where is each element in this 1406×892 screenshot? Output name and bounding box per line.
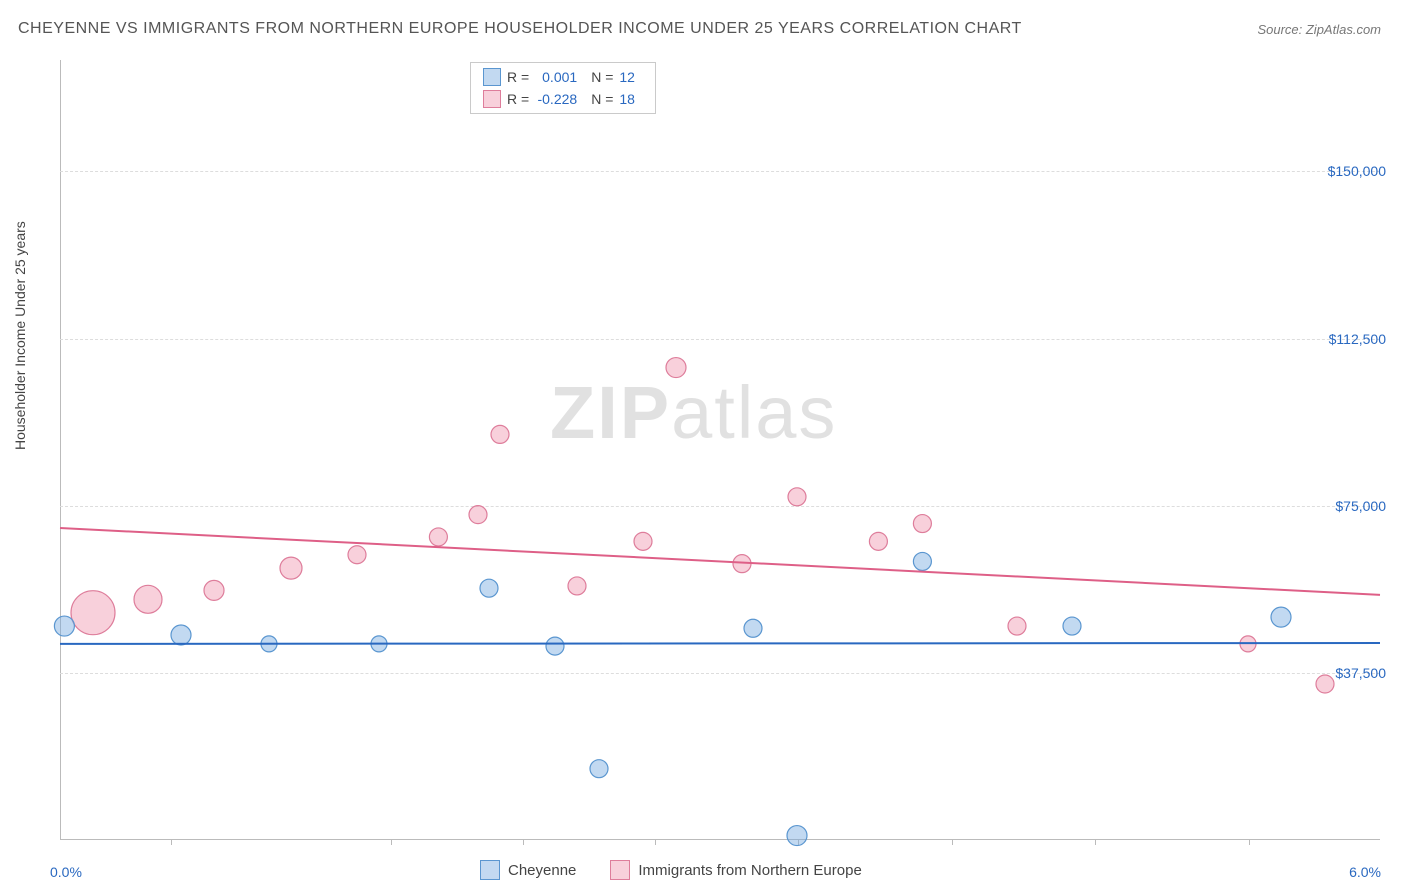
data-point (171, 625, 191, 645)
trend-line (60, 643, 1380, 644)
legend-row-cheyenne: R = 0.001 N = 12 (471, 66, 655, 88)
data-point (1316, 675, 1334, 693)
data-point (280, 557, 302, 579)
immigrants-label: Immigrants from Northern Europe (638, 862, 861, 879)
scatter-plot-svg (60, 60, 1380, 840)
data-point (71, 591, 115, 635)
r-label: R = (507, 69, 529, 85)
x-axis-min-label: 0.0% (50, 864, 82, 880)
data-point (666, 358, 686, 378)
data-point (913, 552, 931, 570)
data-point (491, 425, 509, 443)
data-point (787, 826, 807, 846)
r-label: R = (507, 91, 529, 107)
n-label: N = (591, 91, 613, 107)
legend-row-immigrants: R = -0.228 N = 18 (471, 88, 655, 110)
source-attribution: Source: ZipAtlas.com (1257, 22, 1381, 37)
data-point (546, 637, 564, 655)
data-point (788, 488, 806, 506)
cheyenne-n-value: 12 (619, 69, 643, 85)
cheyenne-label: Cheyenne (508, 862, 576, 879)
data-point (429, 528, 447, 546)
data-point (204, 580, 224, 600)
x-axis-max-label: 6.0% (1349, 864, 1381, 880)
data-point (54, 616, 74, 636)
legend-stats: R = 0.001 N = 12 R = -0.228 N = 18 (470, 62, 656, 114)
swatch-immigrants (483, 90, 501, 108)
data-point (480, 579, 498, 597)
data-point (1008, 617, 1026, 635)
data-point (568, 577, 586, 595)
data-point (869, 532, 887, 550)
data-point (744, 619, 762, 637)
y-axis-label: Householder Income Under 25 years (12, 221, 28, 450)
swatch-cheyenne (480, 860, 500, 880)
legend-series: Cheyenne Immigrants from Northern Europe (480, 860, 862, 880)
swatch-immigrants (610, 860, 630, 880)
data-point (348, 546, 366, 564)
n-label: N = (591, 69, 613, 85)
data-point (634, 532, 652, 550)
immigrants-n-value: 18 (619, 91, 643, 107)
chart-title: CHEYENNE VS IMMIGRANTS FROM NORTHERN EUR… (18, 20, 1022, 38)
data-point (590, 760, 608, 778)
data-point (469, 506, 487, 524)
trend-line (60, 528, 1380, 595)
immigrants-r-value: -0.228 (535, 91, 585, 107)
data-point (1271, 607, 1291, 627)
data-point (134, 585, 162, 613)
cheyenne-r-value: 0.001 (535, 69, 585, 85)
swatch-cheyenne (483, 68, 501, 86)
data-point (1063, 617, 1081, 635)
data-point (913, 515, 931, 533)
